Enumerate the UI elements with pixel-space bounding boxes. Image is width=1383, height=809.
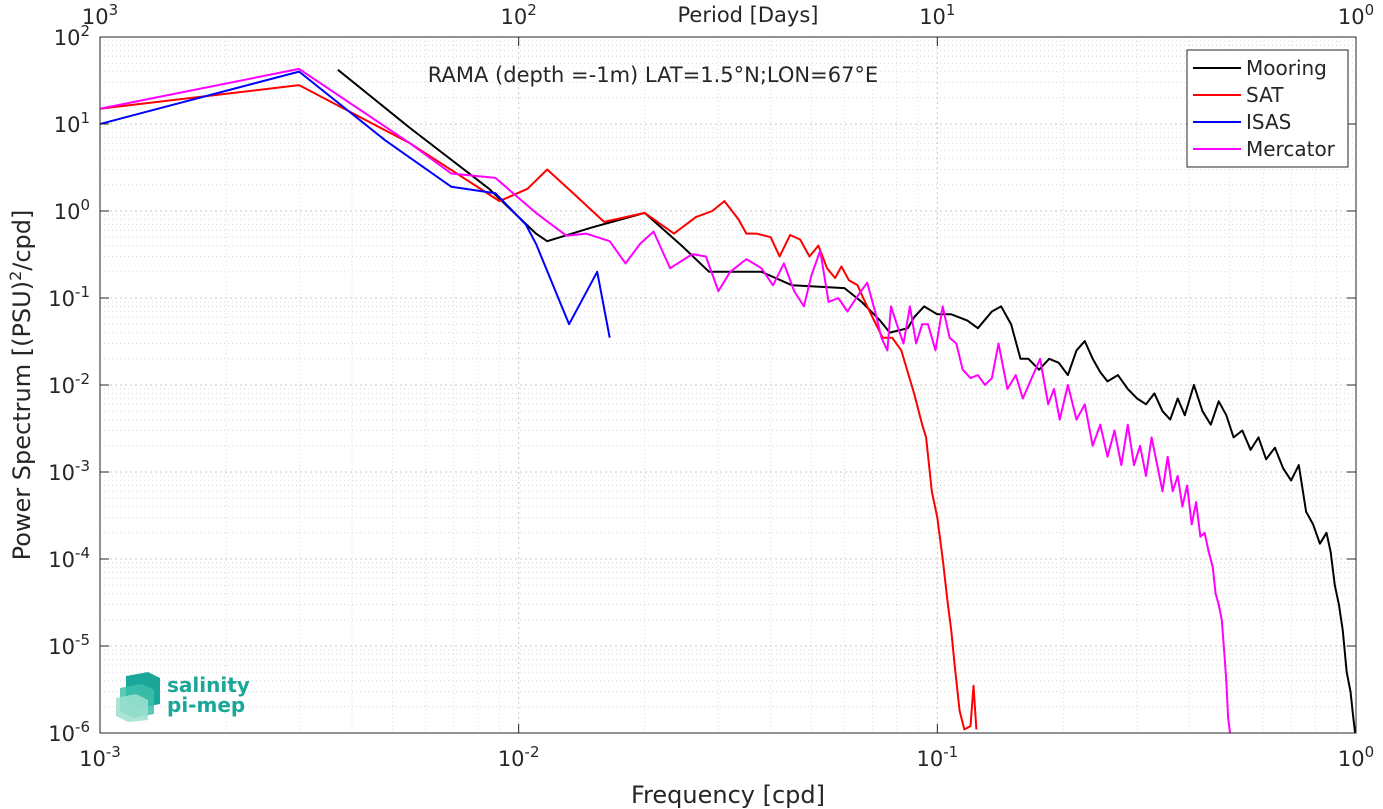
- series-layer: [100, 67, 1356, 733]
- y-tick-label-exponent: -4: [75, 544, 90, 562]
- y-axis-label-sup: 2: [6, 271, 25, 281]
- top-x-tick-label-base: 10: [1338, 5, 1365, 29]
- top-x-tick-label: 100: [1338, 1, 1374, 29]
- y-tick-label-base: 10: [48, 722, 75, 746]
- top-axis-label: Period [Days]: [678, 3, 819, 27]
- y-tick-label-exponent: -2: [75, 370, 90, 388]
- y-tick-label-base: 10: [48, 374, 75, 398]
- y-tick-label: 10-3: [48, 457, 90, 485]
- y-tick-label-exponent: 2: [80, 22, 90, 40]
- chart-title: RAMA (depth =-1m) LAT=1.5°N;LON=67°E: [428, 63, 878, 87]
- y-tick-label: 101: [54, 109, 90, 137]
- x-tick-label: 100: [1338, 743, 1374, 771]
- legend: Mooring SAT ISAS Mercator: [1186, 49, 1349, 168]
- y-tick-label-base: 10: [54, 113, 81, 137]
- top-x-tick-label-base: 10: [82, 5, 109, 29]
- y-tick-label: 10-4: [48, 544, 90, 572]
- legend-label-mercator: Mercator: [1246, 137, 1336, 161]
- x-tick-label: 10-2: [498, 743, 540, 771]
- y-tick-label: 10-1: [48, 283, 90, 311]
- top-x-tick-label-base: 10: [501, 5, 528, 29]
- y-tick-label-base: 10: [48, 287, 75, 311]
- logo-mark-icon: [116, 672, 160, 722]
- y-tick-label: 100: [54, 196, 90, 224]
- x-tick-label-base: 10: [79, 747, 106, 771]
- x-tick-label-exponent: -3: [106, 743, 121, 761]
- y-tick-label-base: 10: [48, 461, 75, 485]
- y-axis-label-tail: /cpd]: [8, 210, 36, 271]
- tick-marks: [99, 36, 1357, 734]
- top-x-tick-label-exponent: 0: [1365, 1, 1375, 19]
- logo-text-line2: pi-mep: [167, 693, 245, 717]
- y-tick-label-base: 10: [48, 548, 75, 572]
- series-line-mooring: [337, 69, 1356, 733]
- y-tick-label-exponent: 1: [80, 109, 90, 127]
- y-tick-label: 10-2: [48, 370, 90, 398]
- legend-items: Mooring SAT ISAS Mercator: [1193, 56, 1336, 161]
- legend-box: [1186, 49, 1349, 168]
- series-line-sat: [100, 84, 978, 731]
- y-axis-label: Power Spectrum [(PSU)2/cpd]: [6, 210, 37, 561]
- x-tick-label-base: 10: [1338, 747, 1365, 771]
- series-line-isas: [100, 70, 611, 338]
- legend-label-isas: ISAS: [1246, 110, 1291, 134]
- salinity-pi-mep-logo: salinity pi-mep: [116, 672, 250, 722]
- legend-label-mooring: Mooring: [1246, 56, 1327, 80]
- x-tick-label-exponent: 0: [1365, 743, 1375, 761]
- top-x-tick-label: 103: [82, 1, 118, 29]
- x-tick-label-exponent: -1: [943, 743, 958, 761]
- minor-grid: [100, 37, 1356, 733]
- y-tick-label-base: 10: [54, 200, 81, 224]
- y-tick-label-exponent: 0: [80, 196, 90, 214]
- x-tick-label: 10-3: [79, 743, 121, 771]
- legend-label-sat: SAT: [1246, 83, 1284, 107]
- top-x-tick-label-base: 10: [919, 5, 946, 29]
- top-x-tick-label: 101: [919, 1, 955, 29]
- x-tick-label-exponent: -2: [525, 743, 540, 761]
- top-x-tick-label-exponent: 1: [946, 1, 956, 19]
- y-tick-label: 102: [54, 22, 90, 50]
- x-tick-label: 10-1: [916, 743, 958, 771]
- y-tick-label-base: 10: [48, 635, 75, 659]
- top-x-tick-label-exponent: 3: [109, 1, 119, 19]
- y-axis-label-main: Power Spectrum [(PSU): [8, 281, 36, 560]
- top-x-tick-label-exponent: 2: [527, 1, 537, 19]
- x-tick-label-base: 10: [916, 747, 943, 771]
- top-x-tick-label: 102: [501, 1, 537, 29]
- y-tick-label: 10-5: [48, 631, 90, 659]
- y-tick-label-base: 10: [54, 26, 81, 50]
- y-tick-label-exponent: -6: [75, 718, 90, 736]
- y-tick-label: 10-6: [48, 718, 90, 746]
- plot-area: [100, 37, 1356, 733]
- x-tick-label-base: 10: [498, 747, 525, 771]
- y-tick-label-exponent: -1: [75, 283, 90, 301]
- x-axis-label: Frequency [cpd]: [631, 781, 825, 809]
- y-tick-label-exponent: -5: [75, 631, 90, 649]
- logo-text-line1: salinity: [167, 673, 250, 697]
- series-line-mercator: [100, 67, 1231, 733]
- y-tick-label-exponent: -3: [75, 457, 90, 475]
